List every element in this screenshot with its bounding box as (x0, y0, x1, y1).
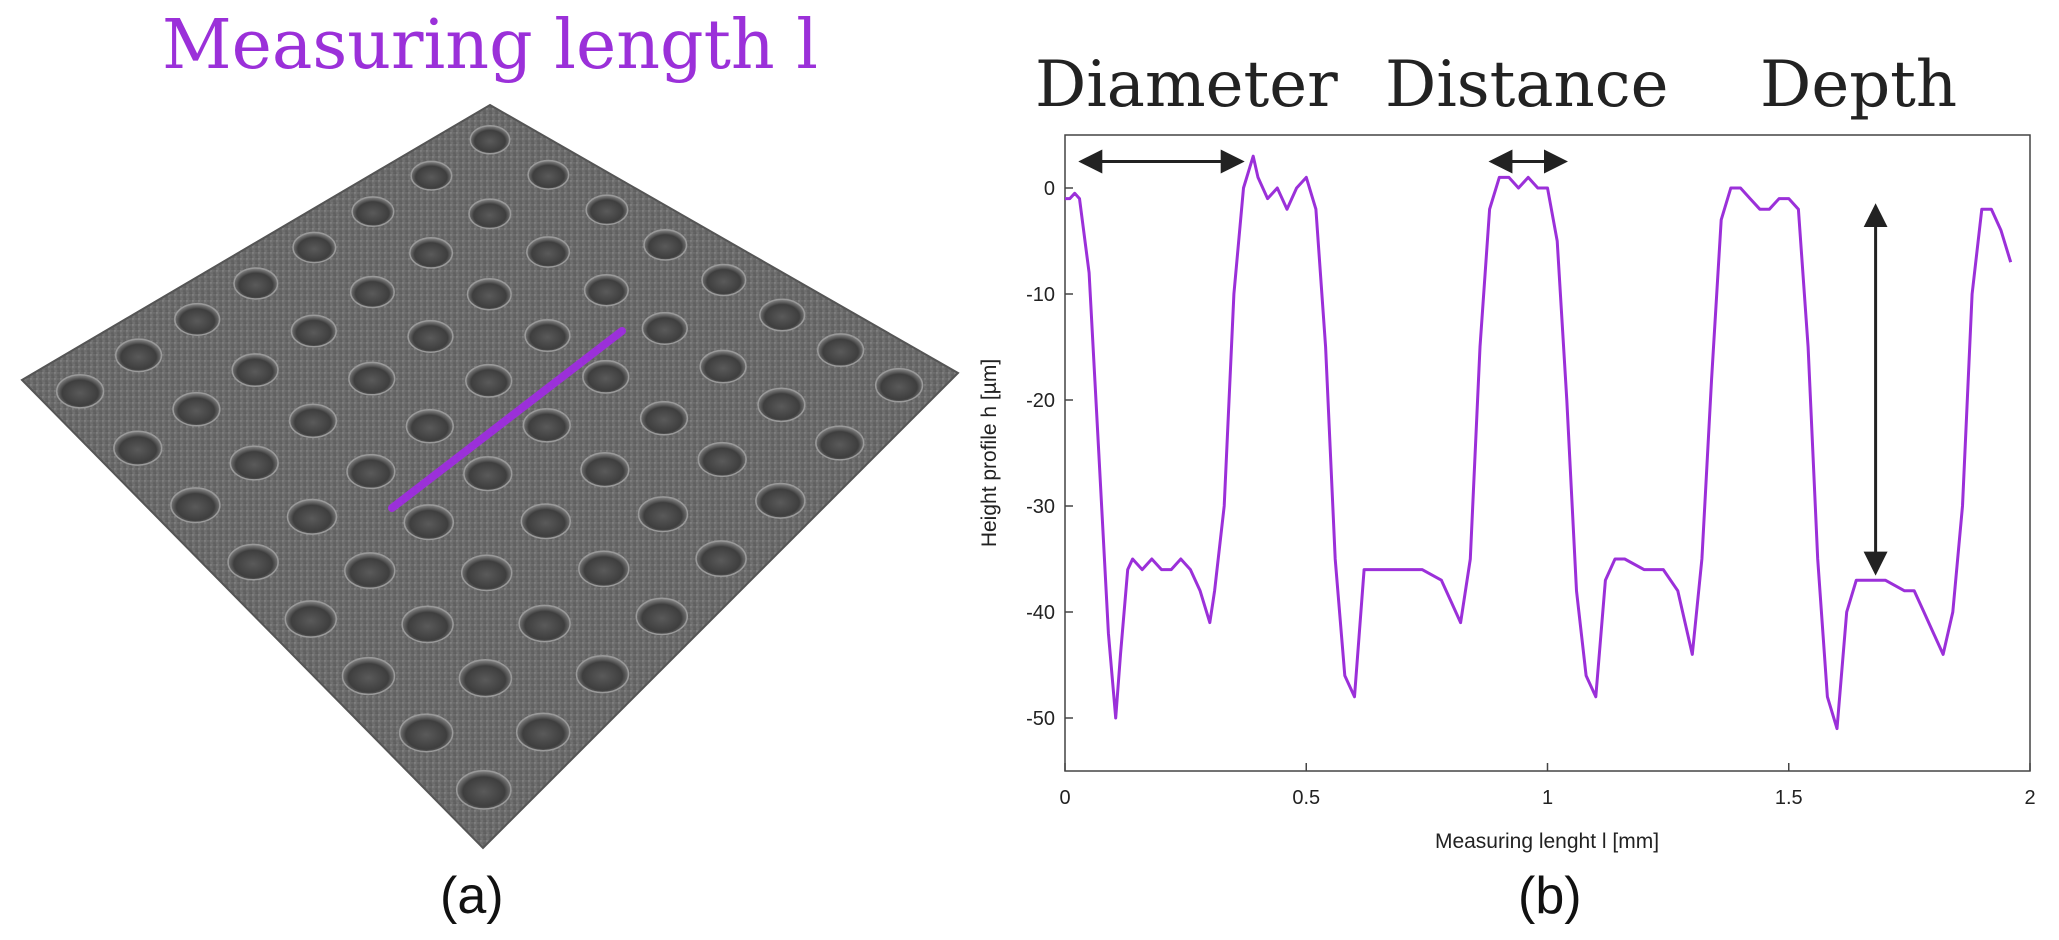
dimple (816, 333, 865, 368)
dimple (578, 550, 630, 588)
dimple (520, 503, 572, 540)
dimple (403, 504, 455, 541)
x-tick-label: 2 (2024, 787, 2035, 809)
dimple (757, 387, 806, 423)
dimple (398, 713, 454, 753)
dimple (468, 198, 512, 230)
dimple (575, 655, 630, 694)
measuring-length-title: Measuring length l (161, 6, 819, 85)
dimple (522, 407, 571, 443)
dimple (582, 359, 630, 394)
y-tick-label: -20 (1026, 390, 1055, 412)
dimple (344, 552, 396, 590)
dimple (637, 496, 689, 533)
dimple (407, 319, 454, 353)
dimple (410, 160, 453, 191)
y-tick-label: 0 (1044, 178, 1055, 200)
dimple (518, 604, 571, 643)
dimple (463, 456, 513, 492)
dimple (458, 659, 513, 698)
dimple (469, 124, 511, 155)
dimple (348, 361, 396, 396)
dimple (405, 408, 454, 444)
dimple (286, 498, 338, 535)
dimple (284, 600, 338, 638)
dimple (580, 452, 630, 488)
chart-svg: 0 0.5 1 1.5 2 0 -10 -20 -30 -40 -50 Measuring leng… (978, 134, 2036, 853)
dimple (699, 349, 747, 384)
dimple (695, 540, 747, 578)
y-axis-label: Height profile h [µm] (978, 359, 1001, 547)
surface-image (0, 90, 960, 865)
dimple (466, 277, 512, 311)
dimple (641, 311, 688, 345)
dimple (346, 453, 396, 490)
x-tick-label: 1.5 (1775, 787, 1803, 809)
dimple (114, 338, 163, 373)
dimple (341, 656, 396, 696)
dimple (643, 229, 688, 261)
caption-a: (a) (440, 867, 504, 925)
dimple (515, 712, 571, 752)
x-axis-label: Measuring lenght l [mm] (1435, 830, 1659, 853)
depth-label: Depth (1760, 48, 1958, 122)
distance-label: Distance (1385, 48, 1669, 122)
dimple (465, 363, 513, 398)
dimple (349, 275, 395, 309)
dimple (701, 263, 747, 297)
dimple (755, 482, 806, 519)
y-tick-label: -30 (1026, 496, 1055, 518)
height-profile-chart: 0 0.5 1 1.5 2 0 -10 -20 -30 -40 -50 Measuring leng… (960, 90, 2050, 865)
dimple (170, 487, 221, 524)
dimple (231, 353, 279, 388)
dimple (55, 373, 105, 409)
dimple (290, 314, 337, 348)
dimple (815, 425, 865, 461)
diameter-label: Diameter (1035, 48, 1338, 122)
dimple (526, 236, 571, 268)
measuring-line (388, 327, 626, 512)
dimple (585, 194, 629, 226)
dimple (227, 543, 279, 581)
x-tick-label: 0.5 (1292, 787, 1320, 809)
dimple (639, 400, 689, 436)
x-tick-label: 1 (1542, 787, 1553, 809)
dimple (635, 597, 689, 636)
dimple (288, 403, 338, 439)
dimple-grid (55, 124, 924, 810)
x-tick-label: 0 (1059, 787, 1070, 809)
dimple (401, 605, 454, 644)
caption-b: (b) (1518, 867, 1582, 925)
dimple (233, 267, 279, 300)
dimple (874, 367, 924, 403)
dimple (759, 298, 806, 332)
plot-frame (1064, 134, 2031, 772)
dimple (172, 391, 221, 427)
dimple (229, 445, 279, 481)
height-profile-line (1065, 154, 2013, 731)
y-tick-label: -50 (1026, 708, 1055, 730)
dimple (524, 318, 571, 353)
dimple (351, 196, 395, 228)
dimple (697, 441, 747, 478)
dimple (583, 273, 629, 307)
y-tick-label: -40 (1026, 602, 1055, 624)
dimple (409, 237, 454, 269)
dimple (460, 554, 513, 592)
dimple (455, 769, 512, 810)
dimple (113, 430, 163, 466)
dimple (527, 159, 570, 190)
y-tick-label: -10 (1026, 284, 1055, 306)
surface-render (20, 103, 960, 850)
dimple (292, 231, 337, 264)
dimple (174, 302, 221, 336)
